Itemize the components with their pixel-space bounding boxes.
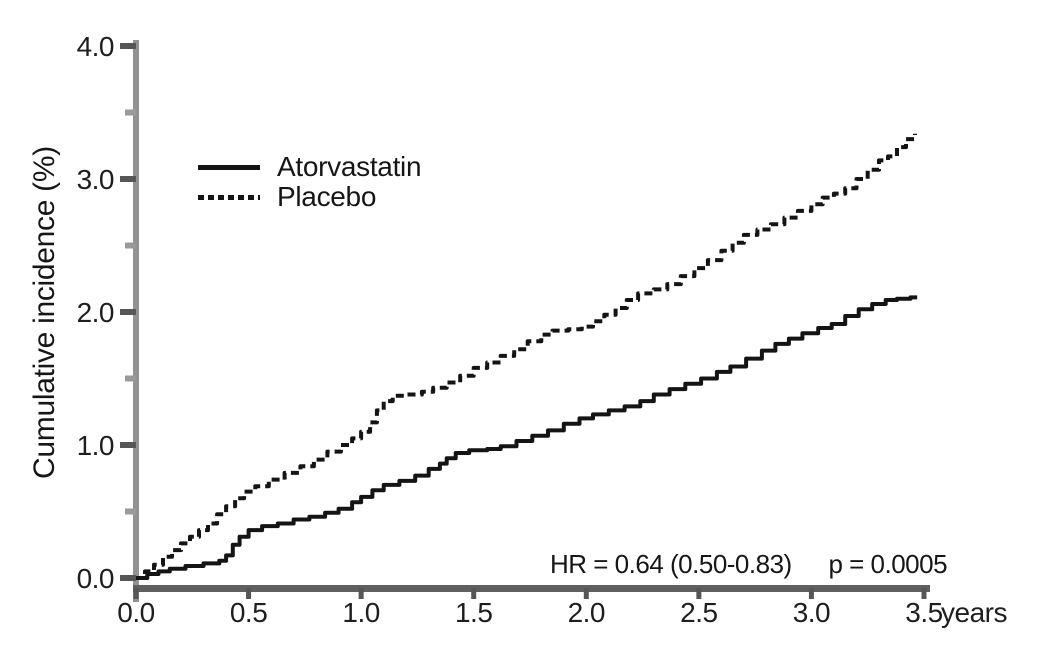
x-tick-label: 0.0 [117, 597, 154, 628]
hazard-ratio-text: HR = 0.64 (0.50-0.83) [550, 549, 792, 579]
y-tick-minor [125, 242, 136, 249]
legend-item-atorvastatin: Atorvastatin [198, 151, 422, 182]
y-tick-label: 2.0 [77, 297, 114, 328]
legend: Atorvastatin Placebo [198, 151, 422, 212]
y-tick-label: 0.0 [77, 563, 114, 594]
y-tick-label: 4.0 [77, 31, 114, 62]
x-tick [471, 588, 477, 599]
x-tick-label: 3.0 [793, 597, 830, 628]
x-tick-label: 2.5 [680, 597, 717, 628]
x-tick-label: 2.0 [568, 597, 605, 628]
y-axis-title: Cumulative incidence (%) [28, 146, 61, 479]
x-tick [808, 588, 814, 599]
series-line-placebo [136, 133, 917, 580]
x-tick-label: 1.5 [455, 597, 492, 628]
y-axis-line [133, 40, 139, 602]
x-tick-label: 0.5 [230, 597, 267, 628]
dashed-line-swatch [198, 194, 260, 200]
legend-label-placebo: Placebo [277, 181, 377, 212]
y-tick-minor [125, 375, 136, 382]
legend-label-atorvastatin: Atorvastatin [277, 151, 422, 182]
x-tick [246, 588, 252, 599]
x-axis-line [133, 585, 930, 592]
x-tick [358, 588, 364, 599]
y-tick-major [120, 442, 136, 448]
y-tick-minor [125, 109, 136, 116]
x-tick [133, 588, 139, 599]
series-line-atorvastatin [136, 295, 918, 580]
x-tick [921, 588, 927, 599]
x-tick-label: 1.0 [342, 597, 379, 628]
y-tick-minor [125, 508, 136, 515]
solid-line-swatch [198, 164, 260, 170]
x-tick [696, 588, 702, 599]
y-tick-major [120, 575, 136, 581]
x-tick [583, 588, 589, 599]
x-axis-unit-label: years [941, 597, 1007, 628]
x-tick-label: 3.5 [905, 597, 942, 628]
y-tick-major [120, 176, 136, 182]
y-tick-major [120, 309, 136, 315]
y-tick-label: 3.0 [77, 164, 114, 195]
p-value-text: p = 0.0005 [828, 549, 948, 579]
legend-item-placebo: Placebo [198, 181, 421, 212]
y-tick-major [120, 43, 136, 49]
stats-annotation: HR = 0.64 (0.50-0.83) p = 0.0005 [550, 549, 948, 580]
y-tick-label: 1.0 [77, 430, 114, 461]
